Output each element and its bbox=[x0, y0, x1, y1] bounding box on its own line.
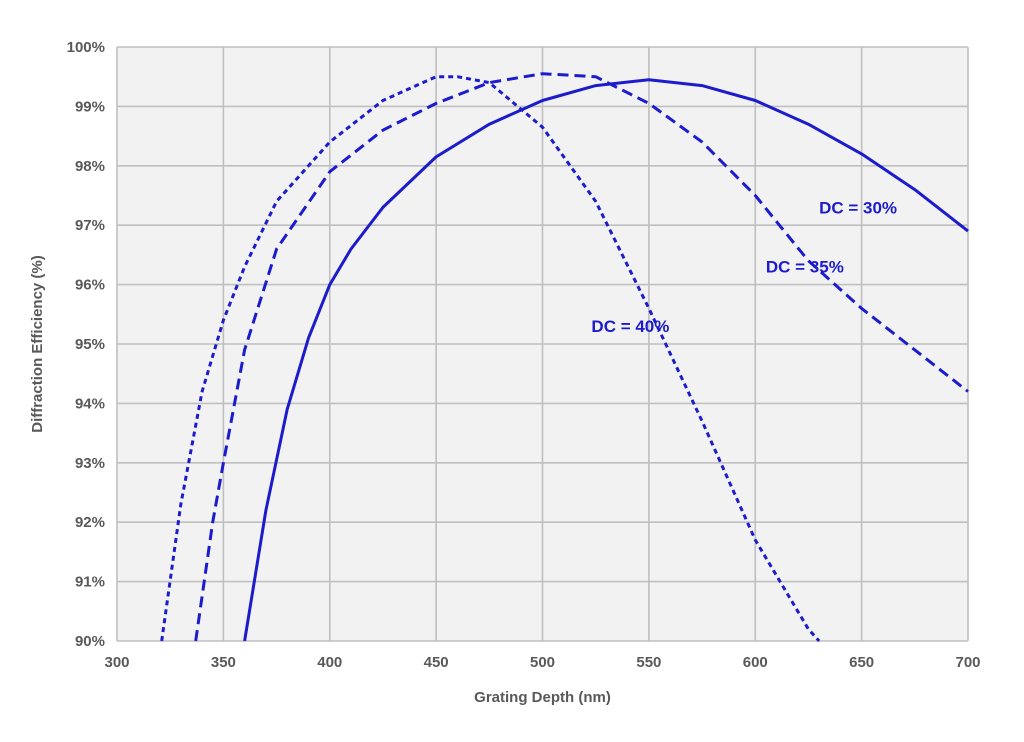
y-axis-title: Diffraction Efficiency (%) bbox=[29, 255, 46, 433]
series-labels: DC = 30% DC = 35% DC = 40% bbox=[591, 198, 897, 336]
y-tick-label: 99% bbox=[75, 98, 105, 115]
y-tick-label: 92% bbox=[75, 514, 105, 531]
x-tick-label: 350 bbox=[211, 654, 236, 671]
x-tick-label: 500 bbox=[530, 654, 555, 671]
y-tick-label: 91% bbox=[75, 574, 105, 591]
series-label-dc-30: DC = 30% bbox=[819, 198, 897, 217]
gridlines bbox=[116, 46, 969, 642]
series-lines bbox=[160, 72, 969, 643]
y-tick-label: 98% bbox=[75, 158, 105, 175]
y-tick-label: 95% bbox=[75, 336, 105, 353]
series-line-dc-30 bbox=[243, 78, 969, 642]
y-tick-label: 96% bbox=[75, 277, 105, 294]
series-line-dc-35 bbox=[194, 72, 969, 642]
y-tick-label: 100% bbox=[67, 39, 105, 56]
series-label-dc-35: DC = 35% bbox=[766, 258, 844, 277]
x-tick-label: 400 bbox=[317, 654, 342, 671]
x-tick-label: 700 bbox=[955, 654, 980, 671]
x-tick-label: 300 bbox=[104, 654, 129, 671]
x-axis-tick-labels: 300 350 400 450 500 550 600 650 700 bbox=[104, 654, 980, 671]
x-tick-label: 650 bbox=[849, 654, 874, 671]
y-axis-tick-labels: 90% 91% 92% 93% 94% 95% 96% 97% 98% 99% 100% bbox=[67, 39, 105, 650]
y-tick-label: 93% bbox=[75, 455, 105, 472]
y-tick-label: 97% bbox=[75, 217, 105, 234]
y-tick-label: 94% bbox=[75, 395, 105, 412]
series-label-dc-40: DC = 40% bbox=[591, 317, 669, 336]
x-tick-label: 550 bbox=[636, 654, 661, 671]
x-tick-label: 600 bbox=[743, 654, 768, 671]
x-tick-label: 450 bbox=[424, 654, 449, 671]
x-axis-title: Grating Depth (nm) bbox=[474, 689, 611, 706]
y-tick-label: 90% bbox=[75, 633, 105, 650]
series-line-dc-40 bbox=[160, 75, 821, 643]
